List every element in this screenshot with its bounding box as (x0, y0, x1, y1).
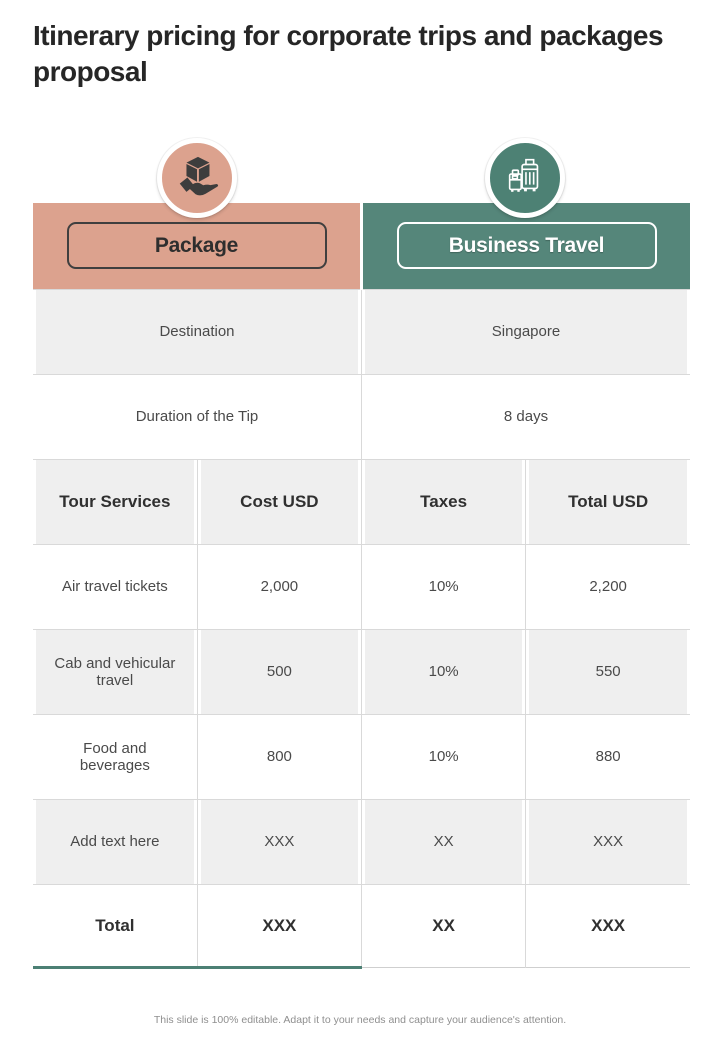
table-row-add-text: Add text here XXX XX XXX (33, 798, 690, 884)
destination-label: Destination (33, 288, 362, 374)
cost-value: XXX (196, 798, 363, 884)
total-value: 880 (525, 713, 690, 799)
page-title: Itinerary pricing for corporate trips an… (33, 20, 664, 88)
total-value: 550 (525, 628, 690, 714)
service-name: Air travel tickets (33, 543, 198, 629)
package-badge-circle (157, 138, 237, 218)
destination-row: Destination Singapore (33, 288, 690, 374)
table-row-cab-travel: Cab and vehicular travel 500 10% 550 (33, 628, 690, 714)
destination-value: Singapore (361, 288, 690, 374)
column-header-tour-services: Tour Services (33, 458, 198, 544)
footer-note: This slide is 100% editable. Adapt it to… (153, 1014, 567, 1026)
cost-value: 500 (196, 628, 363, 714)
teal-accent-underline (33, 966, 362, 969)
table-row-total: Total XXX XX XXX (33, 883, 690, 967)
column-header-cost-usd: Cost USD (196, 458, 363, 544)
table-row-food-beverages: Food and beverages 800 10% 880 (33, 713, 690, 799)
table-header-band: Package Business Travel (33, 203, 690, 289)
total-value: 2,200 (525, 543, 690, 629)
service-name: Cab and vehicular travel (33, 628, 198, 714)
business-travel-header-label: Business Travel (396, 222, 657, 270)
luggage-icon (502, 153, 548, 204)
total-tax: XX (360, 883, 527, 967)
cost-value: 2,000 (196, 543, 363, 629)
services-header-row: Tour Services Cost USD Taxes Total USD (33, 458, 690, 544)
tax-value: 10% (360, 713, 527, 799)
total-cost: XXX (196, 883, 363, 967)
table-row-air-travel: Air travel tickets 2,000 10% 2,200 (33, 543, 690, 629)
business-travel-badge-circle (485, 138, 565, 218)
tax-value: 10% (360, 628, 527, 714)
total-label: Total (33, 883, 198, 967)
column-header-taxes: Taxes (360, 458, 527, 544)
duration-label: Duration of the Tip (33, 373, 362, 459)
tax-value: XX (360, 798, 527, 884)
column-header-total-usd: Total USD (525, 458, 690, 544)
duration-row: Duration of the Tip 8 days (33, 373, 690, 459)
duration-value: 8 days (361, 373, 690, 459)
total-sum: XXX (525, 883, 690, 967)
service-name: Food and beverages (33, 713, 198, 799)
package-header-label: Package (66, 222, 327, 270)
package-in-hand-icon (174, 153, 220, 204)
tax-value: 10% (360, 543, 527, 629)
cost-value: 800 (196, 713, 363, 799)
pricing-table: Package Business Travel Destination Sing… (33, 203, 690, 968)
service-name: Add text here (33, 798, 198, 884)
total-value: XXX (525, 798, 690, 884)
